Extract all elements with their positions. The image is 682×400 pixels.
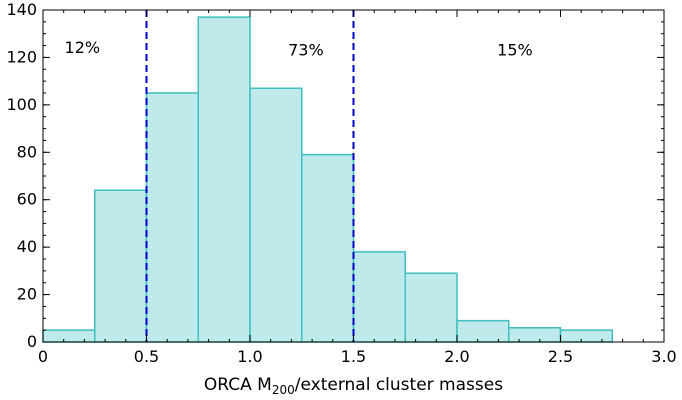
vlines-group (145, 10, 355, 342)
y-tick-label: 0 (27, 332, 37, 351)
y-tick-label: 20 (17, 285, 37, 304)
x-tick-label: 0 (38, 347, 48, 366)
x-tick-label: 3.0 (651, 347, 676, 366)
x-tick-label: 2.0 (444, 347, 469, 366)
histogram-bar-0 (42, 329, 96, 343)
y-tick-label: 140 (6, 0, 37, 19)
percent-annotation-2: 15% (497, 40, 533, 59)
y-tick-label: 100 (6, 95, 37, 114)
y-tick-label: 60 (17, 190, 37, 209)
x-axis-label-suffix: /external cluster masses (295, 375, 503, 395)
x-axis-label-prefix: ORCA M (204, 375, 272, 395)
y-tick-label: 120 (6, 47, 37, 66)
histogram-bar-5 (301, 153, 355, 343)
x-axis-label-subscript: 200 (272, 383, 295, 397)
histogram-bar-1 (94, 189, 148, 343)
y-tick-label: 80 (17, 142, 37, 161)
histogram-bar-4 (249, 87, 303, 343)
histogram-bar-6 (352, 251, 406, 343)
x-tick-label: 0.5 (134, 347, 159, 366)
x-tick-label: 1.0 (237, 347, 262, 366)
histogram-bar-2 (145, 92, 199, 343)
ticks-group: 0 0.5 1.0 1.5 2.0 2.5 3.0 0 20 40 60 80 100 120 140 (6, 0, 676, 366)
y-tick-label: 40 (17, 237, 37, 256)
percent-annotation-1: 73% (288, 40, 324, 59)
histogram-bar-3 (197, 16, 251, 343)
annotations-group: 12% 73% 15% (65, 38, 533, 59)
histogram-bar-10 (559, 329, 613, 343)
histogram-bar-8 (456, 319, 510, 343)
x-axis-label: ORCA M200/external cluster masses (204, 375, 503, 397)
bars-group (42, 16, 613, 343)
histogram-bar-7 (404, 272, 458, 343)
x-tick-label: 1.5 (341, 347, 366, 366)
histogram-bar-9 (508, 327, 562, 343)
x-tick-label: 2.5 (548, 347, 573, 366)
percent-annotation-0: 12% (65, 38, 101, 57)
